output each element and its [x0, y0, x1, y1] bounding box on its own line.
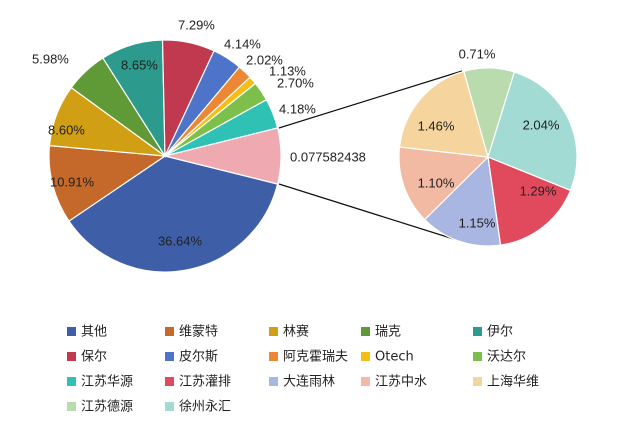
main-pie-label-5: 7.29% — [178, 17, 215, 32]
legend-swatch-2 — [269, 327, 278, 336]
sub-pie-slice-1 — [423, 155, 502, 247]
legend-item-13: 江苏中水 — [361, 374, 427, 390]
legend-swatch-9 — [473, 352, 482, 361]
legend-label-13: 江苏中水 — [375, 374, 427, 390]
legend-item-7: 阿克霍瑞夫 — [269, 350, 348, 365]
legend-swatch-12 — [269, 377, 278, 386]
main-pie-slice-1 — [48, 144, 167, 222]
connector-lines — [278, 70, 463, 242]
main-pie-label-11: 0.077582438 — [290, 149, 366, 164]
main-pie — [48, 39, 282, 273]
legend-item-10: 江苏华源 — [67, 374, 133, 390]
legend-label-5: 保尔 — [81, 350, 107, 365]
sub-pie-label-2: 1.10% — [418, 175, 455, 190]
legend-swatch-6 — [165, 352, 174, 361]
legend-item-1: 维蒙特 — [165, 325, 218, 340]
legend-swatch-1 — [165, 327, 174, 336]
main-pie-label-8: 1.13% — [269, 63, 306, 78]
legend-swatch-14 — [473, 377, 482, 386]
main-pie-slice-0 — [68, 155, 279, 273]
legend-item-12: 大连雨林 — [269, 374, 335, 390]
legend-item-6: 皮尔斯 — [165, 350, 218, 365]
legend-swatch-8 — [361, 352, 370, 361]
legend-label-15: 江苏德源 — [81, 399, 133, 415]
main-pie-label-2: 8.60% — [48, 122, 85, 137]
legend-label-7: 阿克霍瑞夫 — [283, 350, 348, 365]
legend-item-15: 江苏德源 — [67, 399, 133, 415]
legend-item-11: 江苏灌排 — [165, 374, 231, 390]
sub-pie — [398, 67, 578, 247]
sub-pie-slice-5 — [487, 71, 578, 192]
legend-label-3: 瑞克 — [375, 325, 401, 340]
legend-item-5: 保尔 — [67, 350, 107, 365]
legend-swatch-0 — [67, 327, 76, 336]
legend-label-11: 江苏灌排 — [179, 374, 231, 390]
legend-swatch-13 — [361, 377, 370, 386]
sub-pie-label-5: 2.04% — [523, 117, 560, 132]
main-pie-label-1: 10.91% — [50, 174, 95, 189]
sub-pie-label-0: 1.29% — [520, 183, 557, 198]
legend-swatch-4 — [473, 327, 482, 336]
main-pie-slice-11 — [164, 127, 282, 185]
legend-label-14: 上海华维 — [487, 375, 539, 390]
legend-label-1: 维蒙特 — [179, 325, 218, 340]
legend-label-6: 皮尔斯 — [179, 350, 218, 365]
legend-item-14: 上海华维 — [473, 375, 539, 390]
legend-swatch-11 — [165, 377, 174, 386]
sub-pie-label-4: 0.71% — [459, 46, 496, 61]
legend-swatch-3 — [361, 327, 370, 336]
connector-line-bottom — [278, 183, 461, 242]
main-pie-label-4: 8.65% — [121, 57, 158, 72]
sub-pie-slice-3 — [398, 70, 489, 158]
legend-label-8: Otech — [375, 350, 414, 365]
legend-item-16: 徐州永汇 — [165, 400, 231, 415]
legend-swatch-15 — [67, 402, 76, 411]
legend-label-10: 江苏华源 — [81, 374, 133, 390]
legend-label-2: 林赛 — [283, 324, 309, 340]
sub-pie-slice-0 — [487, 156, 572, 246]
legend-item-4: 伊尔 — [473, 325, 513, 340]
legend-label-0: 其他 — [81, 325, 107, 340]
data-labels: 36.64%10.91%8.60%5.98% 8.65%7.29%4.14%2.0… — [32, 17, 560, 248]
sub-pie-label-1: 1.15% — [459, 215, 496, 230]
legend-swatch-7 — [269, 352, 278, 361]
main-pie-label-3: 5.98% — [32, 51, 69, 66]
legend-label-9: 沃达尔 — [487, 350, 526, 365]
main-pie-label-7: 2.02% — [246, 52, 283, 67]
legend-swatch-5 — [67, 352, 76, 361]
legend-swatch-16 — [165, 402, 174, 411]
legend-label-4: 伊尔 — [487, 325, 513, 340]
main-pie-label-10: 4.18% — [279, 101, 316, 116]
legend-item-2: 林赛 — [269, 324, 309, 340]
main-pie-label-0: 36.64% — [158, 233, 203, 248]
legend-item-0: 其他 — [67, 325, 107, 340]
legend-label-12: 大连雨林 — [283, 374, 335, 390]
legend-item-3: 瑞克 — [361, 325, 401, 340]
sub-pie-label-3: 1.46% — [418, 118, 455, 133]
main-pie-label-9: 2.70% — [277, 75, 314, 90]
main-pie-label-6: 4.14% — [224, 36, 261, 51]
legend-swatch-10 — [67, 377, 76, 386]
sub-pie-slice-2 — [398, 146, 490, 221]
legend-item-8: Otech — [361, 350, 414, 365]
connector-line-top — [278, 70, 463, 129]
legend-label-16: 徐州永汇 — [179, 400, 231, 415]
legend-item-9: 沃达尔 — [473, 350, 526, 365]
